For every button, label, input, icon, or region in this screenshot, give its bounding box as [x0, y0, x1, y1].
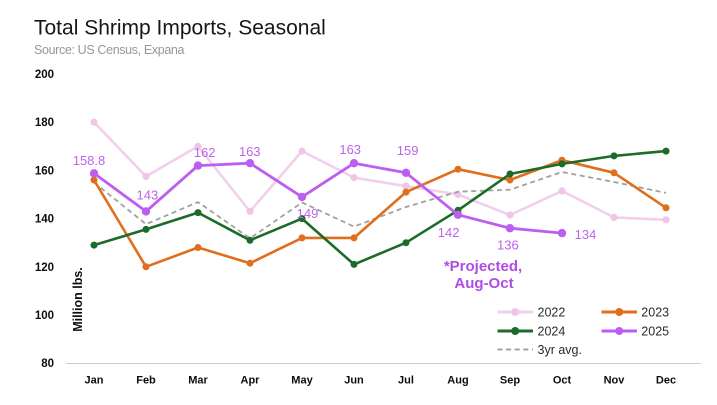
svg-text:100: 100 [35, 310, 54, 322]
svg-text:163: 163 [339, 142, 361, 157]
svg-text:Sep: Sep [500, 375, 520, 387]
svg-text:May: May [291, 375, 313, 387]
svg-text:Aug-Oct: Aug-Oct [454, 275, 513, 292]
svg-text:Aug: Aug [447, 375, 468, 387]
svg-text:Oct: Oct [553, 375, 572, 387]
svg-text:200: 200 [35, 69, 54, 81]
svg-text:134: 134 [575, 227, 597, 242]
svg-text:Source: US Census, Expana: Source: US Census, Expana [34, 43, 185, 57]
svg-text:140: 140 [35, 214, 54, 226]
svg-text:149: 149 [297, 206, 319, 221]
svg-text:160: 160 [35, 165, 54, 177]
svg-text:Million lbs.: Million lbs. [71, 267, 85, 332]
svg-text:Nov: Nov [604, 375, 626, 387]
svg-text:Feb: Feb [136, 375, 156, 387]
svg-text:143: 143 [137, 187, 159, 202]
svg-text:2025: 2025 [641, 325, 669, 339]
svg-text:Jul: Jul [398, 375, 414, 387]
svg-text:2024: 2024 [538, 325, 566, 339]
svg-text:136: 136 [497, 238, 519, 253]
svg-text:120: 120 [35, 262, 54, 274]
svg-text:162: 162 [194, 145, 216, 160]
svg-text:Mar: Mar [188, 375, 208, 387]
svg-text:163: 163 [239, 144, 261, 159]
svg-text:159: 159 [397, 143, 419, 158]
svg-text:Jan: Jan [85, 375, 104, 387]
svg-text:180: 180 [35, 117, 54, 129]
svg-text:2023: 2023 [641, 306, 669, 320]
svg-text:Dec: Dec [656, 375, 676, 387]
svg-text:80: 80 [41, 358, 54, 370]
svg-text:142: 142 [438, 225, 460, 240]
svg-text:Total Shrimp Imports, Seasonal: Total Shrimp Imports, Seasonal [34, 17, 326, 40]
svg-text:*Projected,: *Projected, [444, 258, 522, 275]
svg-text:Apr: Apr [241, 375, 261, 387]
svg-text:Jun: Jun [344, 375, 364, 387]
svg-text:3yr avg.: 3yr avg. [538, 343, 582, 357]
svg-text:2022: 2022 [538, 306, 566, 320]
svg-text:158.8: 158.8 [73, 153, 106, 168]
